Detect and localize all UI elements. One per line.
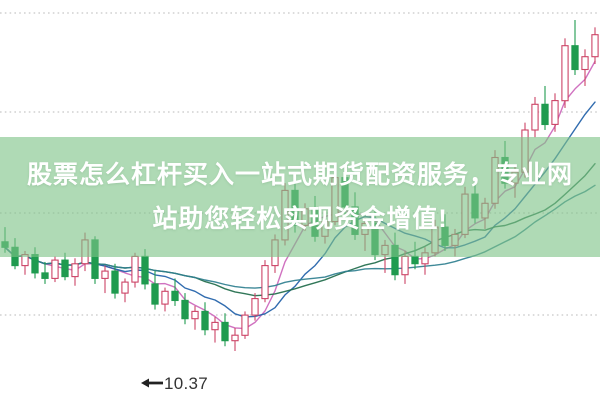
promo-banner: 股票怎么杠杆买入一站式期货配资服务，专业网 站助您轻松实现资金增值! xyxy=(0,137,600,257)
promo-headline-line-1: 股票怎么杠杆买入一站式期货配资服务，专业网 xyxy=(26,161,573,189)
promo-headline-line-2: 站助您轻松实现资金增值! xyxy=(152,205,448,233)
